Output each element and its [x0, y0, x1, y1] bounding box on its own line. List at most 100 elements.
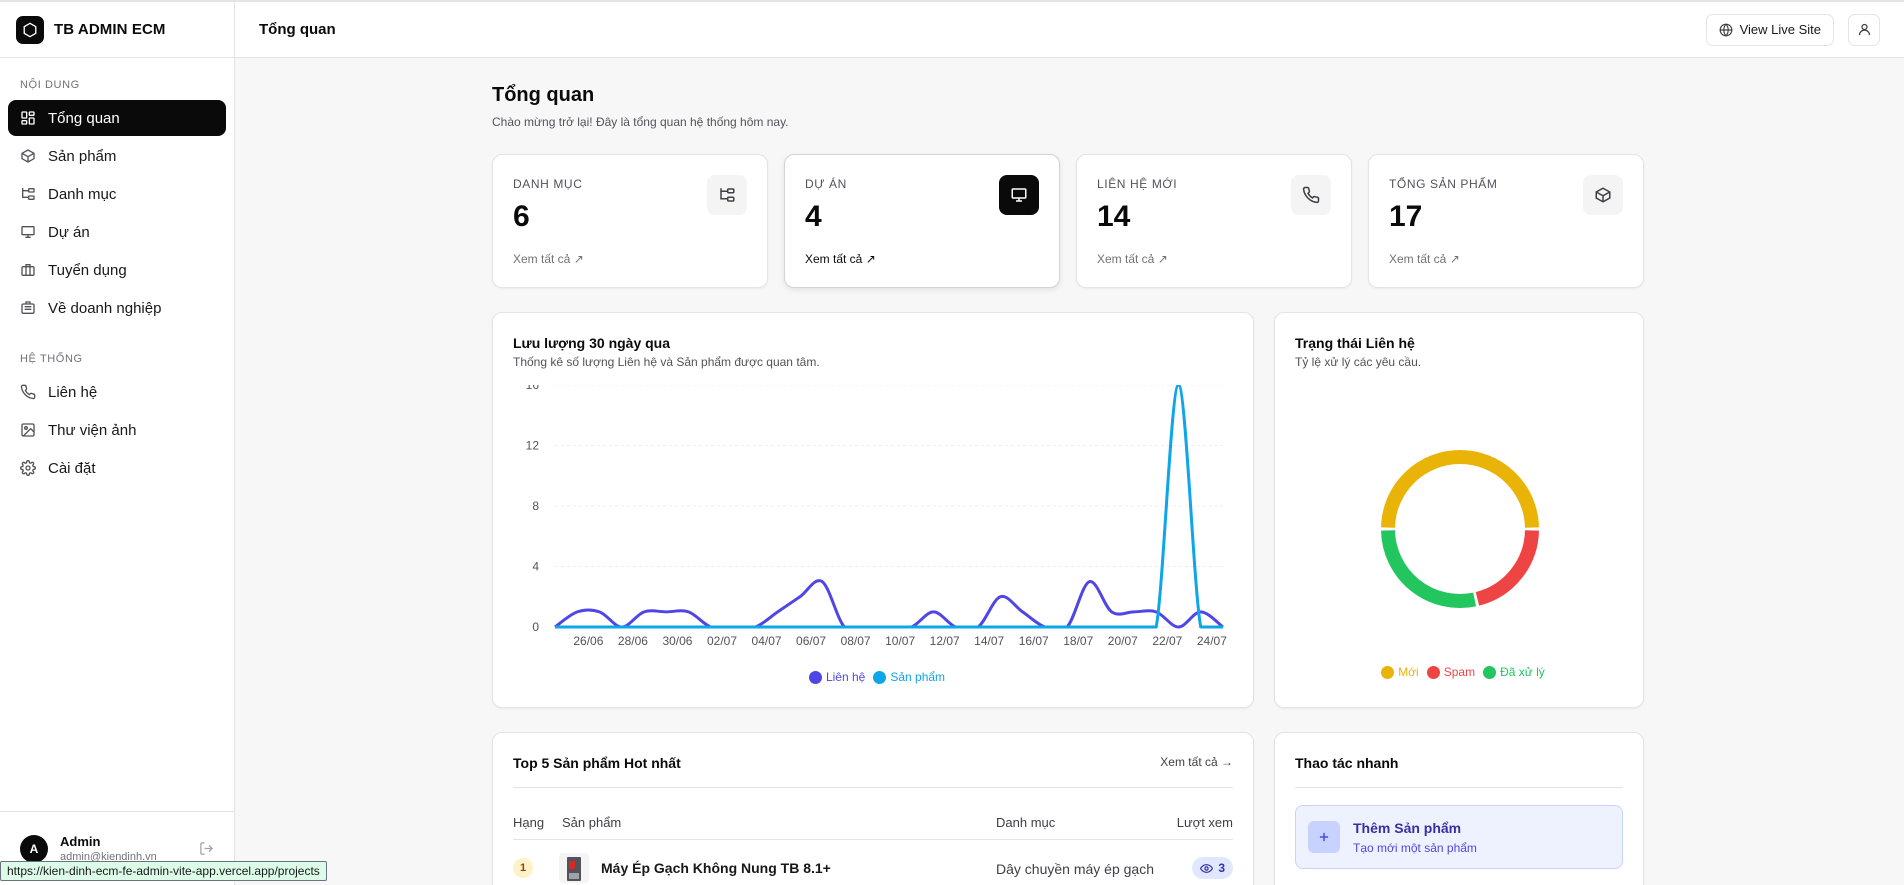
sidebar-item-dashboard[interactable]: Tổng quan: [8, 100, 226, 136]
rank-badge: 1: [513, 858, 533, 878]
top-products-card: Top 5 Sản phẩm Hot nhất Xem tất cả → Hạn…: [492, 732, 1254, 885]
legend-label-new: Mới: [1398, 665, 1419, 679]
x-tick-label: 20/07: [1108, 634, 1138, 648]
sidebar-item-contacts[interactable]: Liên hệ: [8, 374, 226, 410]
stat-view-all-link[interactable]: Xem tất cả ↗: [1097, 252, 1168, 266]
views-count: 3: [1218, 861, 1225, 875]
sidebar-item-categories[interactable]: Danh mục: [8, 176, 226, 212]
y-tick-label: 0: [532, 620, 539, 634]
traffic-line-chart: 0 4 8 12 16 26/06 28/06 30/06 02/07 04/07 06/07 08/…: [526, 385, 1227, 648]
col-header-product: Sản phẩm: [562, 815, 622, 830]
x-tick-label: 22/07: [1152, 634, 1182, 648]
divider: [513, 839, 1233, 840]
product-category: Dây chuyền máy ép gạch: [996, 861, 1154, 877]
contact-status-donut-chart: [1381, 449, 1539, 608]
stat-label: LIÊN HỆ MỚI: [1097, 177, 1178, 191]
stat-view-all-link[interactable]: Xem tất cả ↗: [1389, 252, 1460, 266]
stat-card-projects[interactable]: DỰ ÁN 4 Xem tất cả ↗: [784, 154, 1060, 288]
stat-value: 4: [805, 200, 822, 233]
col-header-views: Lượt xem: [1176, 815, 1233, 830]
presentation-icon: [999, 175, 1039, 215]
views-badge: 3: [1192, 857, 1233, 879]
legend-label-done: Đã xử lý: [1500, 665, 1545, 679]
avatar: A: [20, 834, 48, 863]
nav-section-content: NỘI DUNG: [20, 79, 80, 91]
x-tick-label: 30/06: [662, 634, 692, 648]
sidebar-item-gallery[interactable]: Thư viện ảnh: [8, 412, 226, 448]
contact-status-subtitle: Tỷ lệ xử lý các yêu cầu.: [1295, 355, 1422, 369]
sidebar-item-label: Tổng quan: [48, 109, 120, 127]
eye-icon: [1200, 863, 1214, 873]
category-tree-icon: [707, 175, 747, 215]
sidebar-item-settings[interactable]: Cài đặt: [8, 450, 226, 486]
sidebar-item-label: Liên hệ: [48, 383, 98, 401]
traffic-chart-card: Lưu lượng 30 ngày qua Thống kê số lượng …: [492, 312, 1254, 708]
quick-actions-card: Thao tác nhanh Thêm Sản phẩm Tạo mới một…: [1274, 732, 1644, 885]
browser-status-url: https://kien-dinh-ecm-fe-admin-vite-app.…: [0, 861, 327, 881]
stat-card-total-products: TỔNG SẢN PHẨM 17 Xem tất cả ↗: [1368, 154, 1644, 288]
legend-dot-products: [873, 670, 887, 684]
contact-status-card: Trạng thái Liên hệ Tỷ lệ xử lý các yêu c…: [1274, 312, 1644, 708]
page-title: Tổng quan: [492, 84, 595, 106]
sidebar-item-products[interactable]: Sản phẩm: [8, 138, 226, 174]
legend-dot-done: [1483, 665, 1497, 679]
image-icon: [21, 423, 35, 437]
sidebar-item-projects[interactable]: Dự án: [8, 214, 226, 250]
add-product-action[interactable]: Thêm Sản phẩm Tạo mới một sản phẩm: [1295, 805, 1623, 869]
briefcase-icon: [21, 264, 35, 276]
x-tick-label: 06/07: [796, 634, 826, 648]
sidebar: TB ADMIN ECM NỘI DUNG Tổng quan Sản phẩm…: [0, 0, 235, 885]
logout-icon[interactable]: [199, 841, 214, 856]
sidebar-item-recruitment[interactable]: Tuyển dụng: [8, 252, 226, 288]
building-icon: [21, 301, 35, 314]
legend-label-products: Sản phẩm: [890, 670, 946, 684]
user-menu-button[interactable]: [1848, 13, 1880, 46]
hexagon-logo-icon: [16, 15, 44, 44]
user-name: Admin: [60, 834, 101, 849]
legend-dot-contacts: [808, 670, 822, 684]
x-tick-label: 26/06: [573, 634, 603, 648]
quick-action-title: Thêm Sản phẩm: [1353, 820, 1462, 836]
x-tick-label: 08/07: [841, 634, 871, 648]
brand[interactable]: TB ADMIN ECM: [0, 0, 234, 58]
presentation-icon: [21, 226, 35, 238]
plus-icon: [1308, 821, 1340, 853]
view-live-site-button[interactable]: View Live Site: [1705, 13, 1834, 46]
user-profile: A Admin admin@kiendinh.vn: [0, 811, 234, 885]
x-tick-label: 14/07: [974, 634, 1004, 648]
stat-card-categories: DANH MỤC 6 Xem tất cả ↗: [492, 154, 768, 288]
stat-value: 6: [513, 200, 530, 233]
stat-view-all-link[interactable]: Xem tất cả ↗: [513, 252, 584, 266]
globe-icon: [1719, 23, 1732, 36]
quick-action-subtitle: Tạo mới một sản phẩm: [1353, 841, 1477, 855]
product-thumbnail: [559, 853, 589, 883]
x-tick-label: 12/07: [930, 634, 960, 648]
sidebar-item-label: Tuyển dụng: [48, 261, 127, 279]
donut-slice-new: [1381, 449, 1539, 528]
traffic-chart-subtitle: Thống kê số lượng Liên hệ và Sản phẩm đư…: [513, 355, 820, 369]
view-live-site-label: View Live Site: [1739, 22, 1821, 37]
phone-icon: [20, 384, 36, 400]
traffic-chart-title: Lưu lượng 30 ngày qua: [513, 335, 671, 351]
category-tree-icon: [22, 188, 35, 200]
divider: [1295, 787, 1623, 788]
x-tick-label: 02/07: [707, 634, 737, 648]
user-email: admin@kiendinh.vn: [60, 851, 157, 863]
stat-card-new-contacts: LIÊN HỆ MỚI 14 Xem tất cả ↗: [1076, 154, 1352, 288]
series-line-contacts: [554, 579, 1224, 629]
donut-slice-done: [1381, 530, 1477, 608]
legend-label-contacts: Liên hệ: [825, 670, 866, 684]
x-tick-label: 24/07: [1197, 634, 1227, 648]
page-subtitle: Chào mừng trở lại! Đây là tổng quan hệ t…: [492, 115, 789, 129]
dashboard-icon: [21, 111, 35, 125]
col-header-rank: Hạng: [513, 815, 545, 830]
top-products-view-all-link[interactable]: Xem tất cả →: [1160, 755, 1233, 769]
quick-actions-title: Thao tác nhanh: [1295, 755, 1399, 771]
sidebar-item-label: Về doanh nghiệp: [48, 299, 162, 317]
sidebar-item-about[interactable]: Về doanh nghiệp: [8, 290, 226, 326]
stat-view-all-link[interactable]: Xem tất cả ↗: [805, 252, 876, 266]
stat-label: DANH MỤC: [513, 177, 583, 191]
gear-icon: [20, 460, 36, 476]
stat-label: TỔNG SẢN PHẨM: [1389, 177, 1498, 191]
legend-dot-spam: [1426, 665, 1440, 679]
